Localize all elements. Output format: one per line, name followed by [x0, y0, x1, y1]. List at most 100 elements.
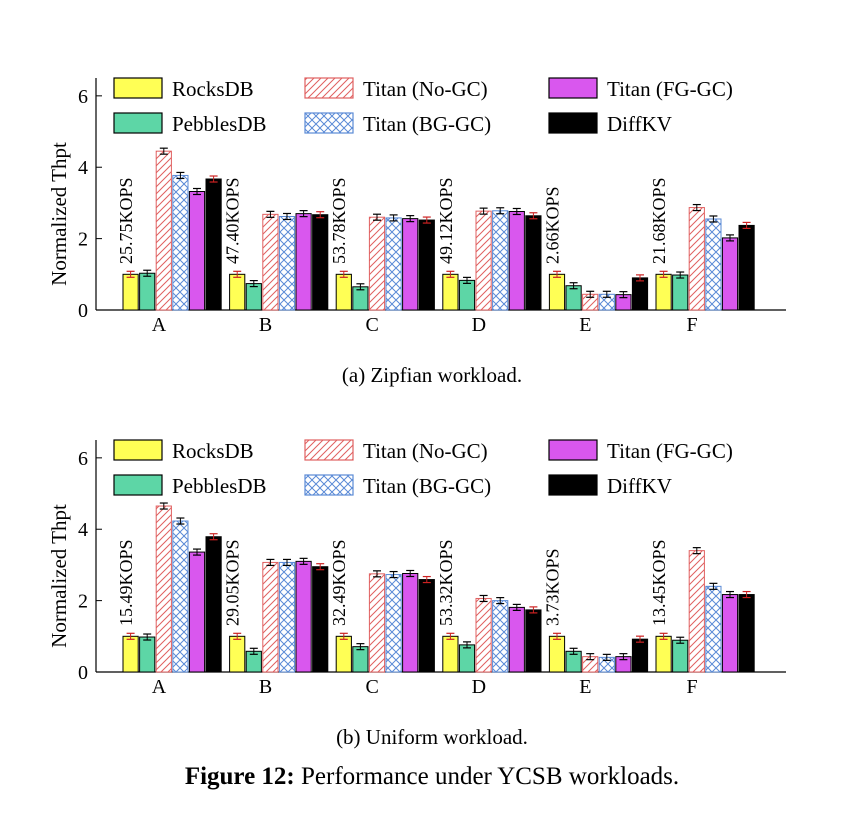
bar-titan-fg-gc: [188, 191, 206, 311]
bar-titan-no-gc: [262, 213, 279, 311]
throughput-annotation: 49.12KOPS: [436, 177, 456, 264]
bar-diffkv: [525, 609, 542, 673]
bar-diffkv: [312, 214, 329, 311]
legend-swatch: [548, 112, 598, 134]
legend-label: Titan (FG-GC): [607, 77, 733, 101]
x-tick-label-d: D: [472, 314, 486, 336]
bar-titan-bg-gc: [172, 174, 189, 311]
bar-group-d: [442, 594, 542, 673]
bar-titan-no-gc: [155, 505, 172, 673]
bar-diffkv: [312, 566, 329, 673]
bar-rocksdb: [442, 273, 459, 311]
bar-titan-no-gc: [688, 550, 705, 673]
legend-label: PebblesDB: [172, 112, 267, 136]
x-tick-label-e: E: [579, 676, 591, 698]
bar-titan-bg-gc: [705, 218, 722, 311]
y-axis-label: Normalized Thpt: [47, 142, 71, 286]
caption-uniform: (b) Uniform workload.: [336, 725, 528, 749]
bar-titan-no-gc: [155, 150, 172, 311]
bar-diffkv: [525, 215, 542, 311]
legend-swatch: [548, 474, 598, 496]
legend-swatch: [113, 112, 163, 134]
legend-swatch: [304, 439, 354, 461]
y-axis-label: Normalized Thpt: [47, 504, 71, 648]
bar-group-b: [229, 210, 329, 311]
bar-titan-bg-gc: [278, 561, 296, 673]
bar-titan-fg-gc: [402, 218, 419, 311]
bar-titan-bg-gc: [278, 215, 296, 311]
legend-item-titan-fg-gc: Titan (FG-GC): [548, 439, 733, 463]
legend-swatch: [113, 439, 163, 461]
legend-label: PebblesDB: [172, 474, 267, 498]
bar-titan-fg-gc: [721, 594, 739, 673]
bar-rocksdb: [548, 273, 566, 311]
bar-pebblesdb: [672, 274, 689, 311]
throughput-annotation: 25.75KOPS: [116, 177, 136, 264]
legend-label: Titan (BG-GC): [363, 112, 491, 136]
bar-group-c: [335, 213, 435, 311]
bar-pebblesdb: [458, 279, 476, 311]
bar-titan-no-gc: [262, 561, 279, 673]
bar-rocksdb: [229, 635, 246, 673]
bar-titan-no-gc: [368, 216, 386, 311]
legend-item-rocksdb: RocksDB: [113, 77, 254, 101]
bar-pebblesdb: [565, 285, 582, 311]
bar-diffkv: [205, 536, 222, 673]
legend-swatch: [113, 474, 163, 496]
legend-label: Titan (No-GC): [363, 439, 488, 463]
y-tick-label: 0: [78, 662, 88, 684]
bar-rocksdb: [442, 635, 459, 673]
bar-diffkv: [418, 219, 435, 311]
caption-zipfian: (a) Zipfian workload.: [341, 363, 523, 387]
bar-titan-bg-gc: [492, 210, 509, 311]
y-tick-label: 0: [78, 300, 88, 322]
y-tick-label: 2: [78, 591, 88, 613]
bar-rocksdb: [548, 635, 566, 673]
bar-rocksdb: [122, 635, 139, 673]
legend-swatch: [113, 77, 163, 99]
y-tick-label: 4: [78, 157, 88, 179]
x-tick-label-a: A: [152, 676, 167, 698]
legend-item-diffkv: DiffKV: [548, 112, 672, 136]
bar-group-a: [122, 502, 222, 673]
figure-caption-label: Figure 12:: [184, 763, 295, 790]
throughput-annotation: 21.68KOPS: [649, 177, 669, 264]
bar-pebblesdb: [458, 644, 476, 673]
bar-rocksdb: [335, 635, 352, 673]
bar-pebblesdb: [245, 283, 262, 311]
y-tick-label: 6: [78, 86, 88, 108]
legend-item-titan-no-gc: Titan (No-GC): [304, 439, 488, 463]
x-tick-label-e: E: [579, 314, 591, 336]
legend: RocksDB Titan (No-GC) Titan (FG-GC) Pebbles…: [113, 77, 733, 136]
legend-label: Titan (FG-GC): [607, 439, 733, 463]
legend-item-titan-bg-gc: Titan (BG-GC): [304, 474, 491, 498]
bar-group-e: [548, 632, 649, 673]
throughput-annotation: 32.49KOPS: [329, 539, 349, 626]
legend-swatch: [548, 77, 598, 99]
throughput-annotation: 3.73KOPS: [542, 548, 562, 626]
legend-label: DiffKV: [607, 474, 672, 498]
legend-item-rocksdb: RocksDB: [113, 439, 254, 463]
bar-pebblesdb: [352, 646, 369, 673]
chart-uniform: 0 2 4 6 Normalized Thpt A 15.49KOPS B 29.05KOPS C…: [47, 439, 786, 698]
bar-group-f: [655, 203, 755, 311]
bar-titan-fg-gc: [188, 551, 206, 673]
bar-titan-bg-gc: [385, 217, 402, 311]
throughput-annotation: 13.45KOPS: [649, 539, 669, 626]
legend-item-pebblesdb: PebblesDB: [113, 474, 267, 498]
bar-pebblesdb: [139, 272, 156, 311]
x-tick-label-b: B: [259, 314, 272, 336]
x-tick-label-c: C: [366, 314, 379, 336]
bar-titan-fg-gc: [508, 606, 525, 673]
bar-group-e: [548, 270, 649, 311]
bar-titan-bg-gc: [492, 600, 509, 673]
legend-item-titan-bg-gc: Titan (BG-GC): [304, 112, 491, 136]
bar-titan-no-gc: [688, 207, 705, 311]
bar-rocksdb: [229, 273, 246, 311]
throughput-annotation: 47.40KOPS: [223, 177, 243, 264]
legend-item-titan-no-gc: Titan (No-GC): [304, 77, 488, 101]
bar-pebblesdb: [672, 639, 689, 673]
legend-swatch: [304, 77, 354, 99]
